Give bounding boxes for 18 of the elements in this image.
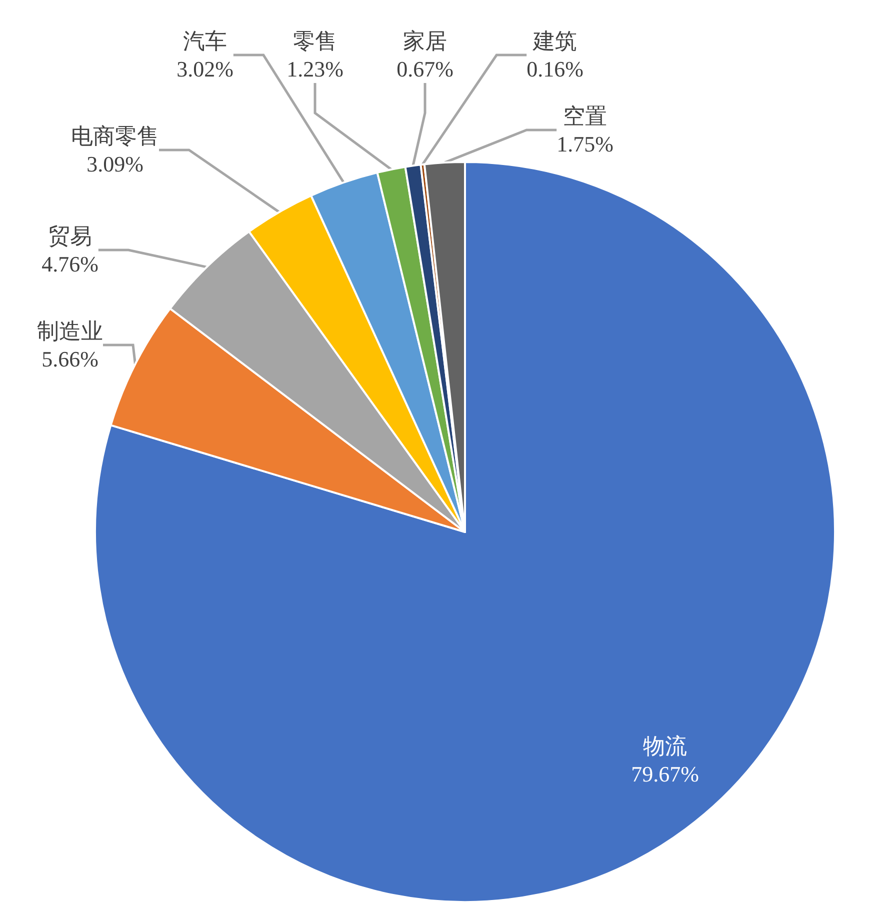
slice-label: 建筑 (532, 28, 577, 54)
data-label: 4.76% (42, 252, 98, 276)
slice-label: 制造业 (37, 318, 103, 344)
slice-label: 物流 (643, 734, 687, 758)
data-label: 0.16% (526, 56, 584, 82)
data-label: 79.67% (631, 762, 699, 786)
slice-label: 贸易 (48, 224, 92, 248)
data-label: 1.23% (286, 56, 344, 82)
data-label: 5.66% (42, 346, 98, 372)
slice-label: 空置 (563, 104, 607, 128)
data-label: 1.75% (556, 132, 614, 156)
data-label: 3.02% (176, 56, 234, 82)
slice-label: 汽车 (183, 28, 227, 54)
slice-label: 零售 (293, 28, 337, 54)
slice-label: 电商零售 (71, 124, 159, 148)
slice-label: 家居 (403, 28, 447, 54)
data-label: 0.67% (396, 56, 454, 82)
data-label: 3.09% (86, 152, 144, 176)
